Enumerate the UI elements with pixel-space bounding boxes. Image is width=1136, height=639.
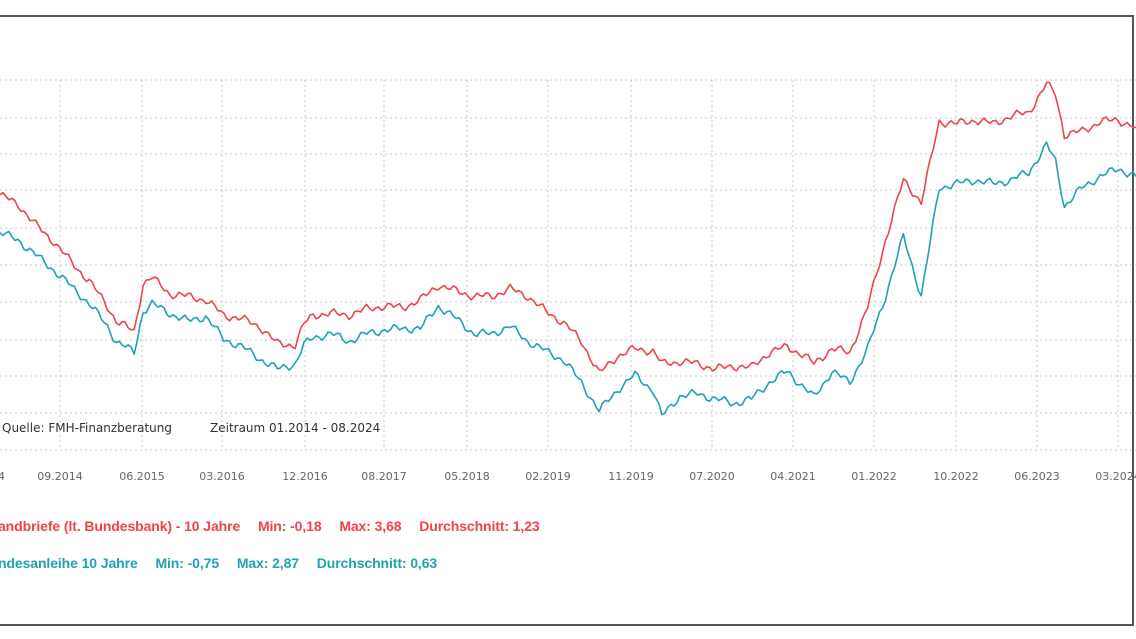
grid-lines: [0, 79, 1136, 451]
legend-series-name: ndesanleihe 10 Jahre: [0, 555, 138, 571]
legend-max: Max: 3,68: [339, 518, 402, 534]
legend-average: Durchschnitt: 0,63: [316, 555, 438, 571]
x-tick-label: 09.2014: [37, 470, 83, 483]
x-tick-label: 04.2021: [770, 470, 816, 483]
x-tick-label: 12.2016: [282, 470, 328, 483]
x-tick-label: 4: [0, 470, 5, 483]
legend-min: Min: -0,75: [155, 555, 220, 571]
x-tick-label: 06.2023: [1014, 470, 1060, 483]
x-tick-label: 05.2018: [444, 470, 490, 483]
period-note: Zeitraum 01.2014 - 08.2024: [210, 421, 380, 435]
legend-min: Min: -0,18: [257, 518, 322, 534]
x-tick-label: 07.2020: [689, 470, 735, 483]
x-tick-label: 06.2015: [119, 470, 165, 483]
source-note: Quelle: FMH-Finanzberatung: [2, 421, 172, 435]
legend-entry-pfandbriefe: andbriefe (lt. Bundesbank) - 10 Jahre Mi…: [0, 518, 554, 534]
x-axis-tick-labels: 4 09.2014 06.2015 03.2016 12.2016 08.2017 05.2…: [0, 470, 1136, 483]
legend-entry-bundesanleihe: ndesanleihe 10 Jahre Min: -0,75 Max: 2,8…: [0, 555, 451, 571]
chart-frame: [0, 15, 1134, 626]
x-tick-label: 08.2017: [361, 470, 407, 483]
legend-series-name: andbriefe (lt. Bundesbank) - 10 Jahre: [0, 518, 241, 534]
x-tick-label: 10.2022: [933, 470, 979, 483]
legend-average: Durchschnitt: 1,23: [419, 518, 540, 534]
series-line-1: [0, 141, 1136, 416]
legend-max: Max: 2,87: [236, 555, 299, 571]
series-lines: [0, 81, 1136, 416]
x-tick-label: 11.2019: [608, 470, 654, 483]
series-line-0: [0, 81, 1136, 372]
x-tick-label: 01.2022: [851, 470, 897, 483]
x-tick-label: 03.2024: [1095, 470, 1136, 483]
x-tick-label: 03.2016: [199, 470, 245, 483]
x-tick-label: 02.2019: [525, 470, 571, 483]
